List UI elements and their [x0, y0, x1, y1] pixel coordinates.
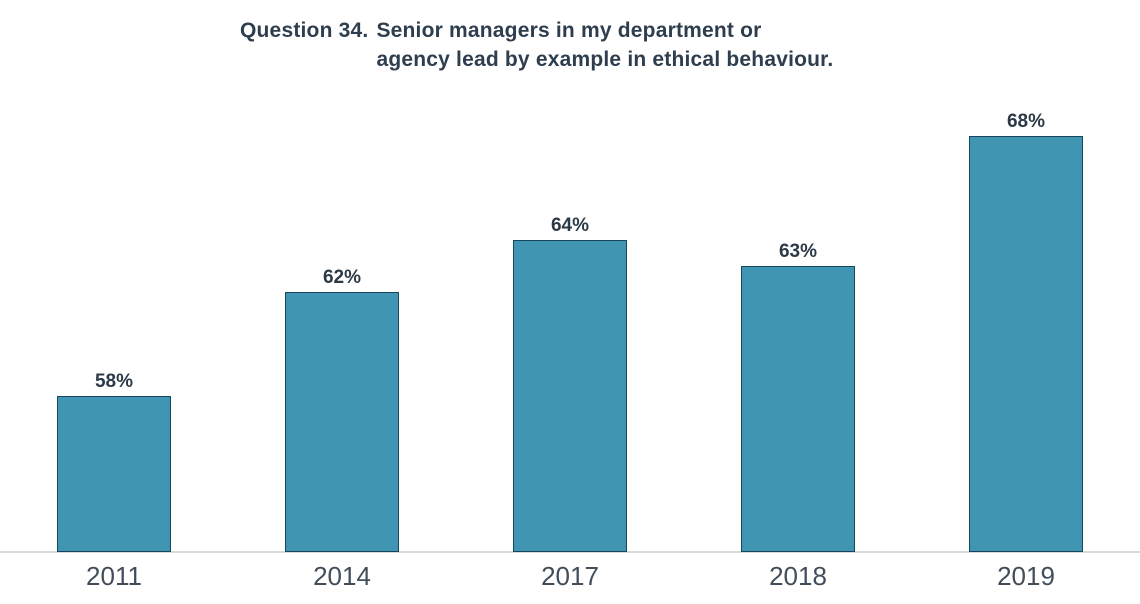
chart-title-line1: Senior managers in my department or: [376, 19, 762, 42]
bar: [969, 136, 1083, 552]
bar: [741, 266, 855, 552]
x-axis-line: [0, 551, 1140, 553]
chart-title: Question 34. Senior managers in my depar…: [240, 16, 833, 74]
bar: [513, 240, 627, 552]
x-axis-label: 2014: [313, 561, 371, 591]
chart-title-statement: Senior managers in my department or agen…: [376, 16, 833, 74]
bar-value-label: 63%: [778, 241, 818, 262]
bar-value-label: 58%: [94, 371, 134, 392]
bar: [285, 292, 399, 552]
chart-title-prefix: Question 34.: [240, 19, 369, 42]
bar-value-label: 62%: [322, 267, 362, 288]
bar: [57, 396, 171, 552]
x-axis-label: 2018: [769, 561, 827, 591]
x-axis-label: 2019: [997, 561, 1055, 591]
bar-value-label: 64%: [550, 215, 590, 236]
bar-value-label: 68%: [1006, 111, 1046, 132]
chart-title-line2: agency lead by example in ethical behavi…: [376, 48, 834, 71]
x-axis-label: 2011: [86, 561, 142, 591]
x-axis-label: 2017: [541, 561, 599, 591]
